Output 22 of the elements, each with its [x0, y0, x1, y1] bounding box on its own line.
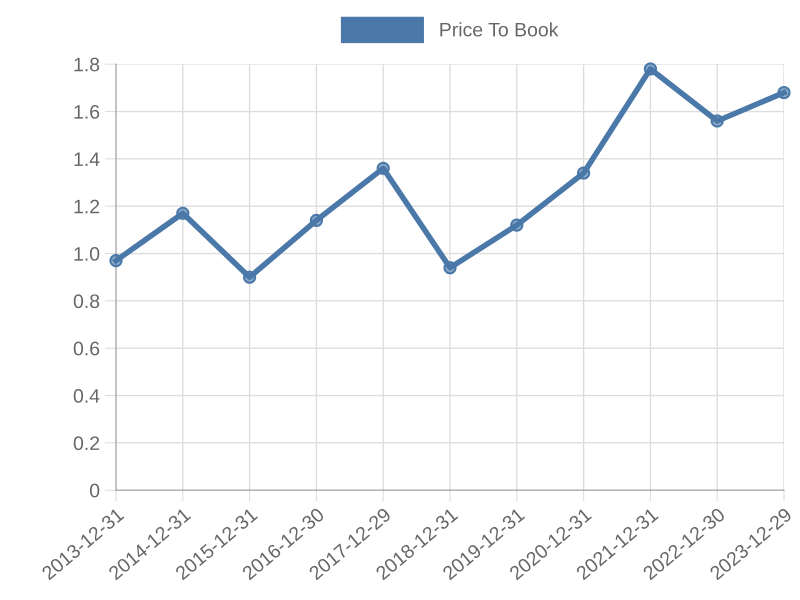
legend-label: Price To Book — [440, 22, 558, 37]
point — [109, 254, 123, 268]
point — [243, 270, 256, 284]
point — [644, 62, 657, 76]
y-tick-label: 1.6 — [74, 105, 100, 119]
y-tick-label: 1.8 — [74, 58, 100, 72]
y-tick-label: 0.4 — [74, 389, 100, 403]
point — [710, 114, 724, 128]
point — [310, 214, 323, 227]
y-tick-label: 0.6 — [74, 342, 100, 356]
y-tick-label: 0.8 — [74, 294, 100, 308]
point — [443, 261, 457, 274]
y-tick-label: 0 — [90, 484, 100, 498]
y-tick-label: 1.2 — [74, 200, 100, 214]
y-tick-label: 0.2 — [74, 436, 100, 450]
y-tick-label: 1.4 — [74, 152, 100, 166]
point — [510, 218, 524, 232]
point — [577, 166, 590, 180]
point — [376, 162, 390, 175]
point — [777, 86, 791, 100]
point — [176, 206, 190, 220]
y-tick-label: 1.0 — [74, 247, 100, 261]
